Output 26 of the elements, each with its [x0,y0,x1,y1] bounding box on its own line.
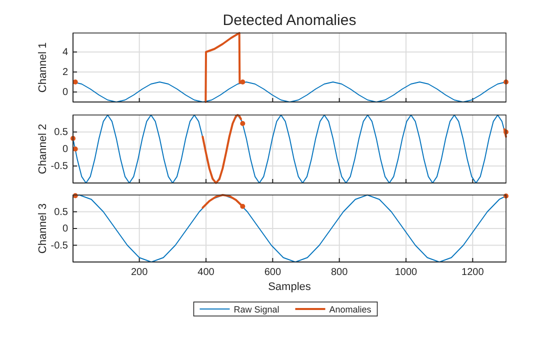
y-tick-label: -0.5 [50,161,68,172]
x-tick-label: 1200 [462,267,484,278]
y-tick-label: 2 [62,67,68,78]
y-axis-title: Channel 3 [37,203,49,254]
y-tick-label: 0.5 [54,127,68,138]
x-tick-label: 400 [198,267,215,278]
y-tick-label: 0 [62,87,68,98]
x-axis-title: Samples [268,281,312,293]
point [240,120,246,126]
x-tick-label: 600 [264,267,282,278]
y-axis-title: Channel 1 [37,42,49,93]
y-tick-label: 4 [62,47,68,58]
y-tick-label: 0.5 [54,206,68,218]
point [240,204,246,209]
line-series [202,194,244,209]
y-tick-label: 0 [62,224,68,235]
legend-label: Anomalies [329,304,372,314]
chart-title: Detected Anomalies [222,12,356,29]
x-tick-label: 1000 [394,267,418,278]
y-axis-title: Channel 2 [37,124,49,174]
point [72,146,78,152]
x-tick-label: 200 [130,267,148,278]
y-tick-label: 0 [62,144,68,156]
x-tick-label: 800 [330,267,348,278]
y-tick-label: -0.5 [50,240,68,252]
legend-label: Raw Signal [234,304,280,314]
